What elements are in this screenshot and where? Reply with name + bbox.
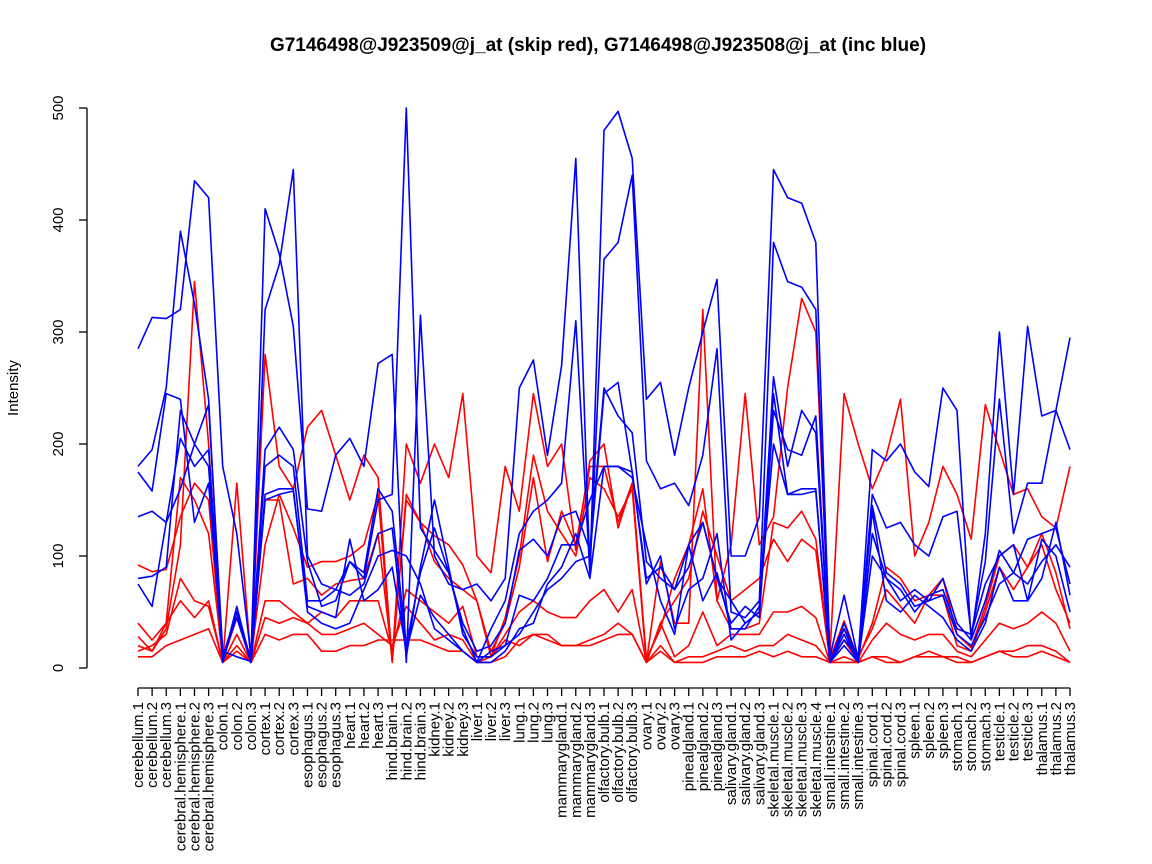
x-tick-label: cortex.1: [257, 702, 274, 755]
x-tick-label: cerebral.hemisphere.1: [172, 702, 189, 851]
x-tick-label: olfactory.bulb.3: [624, 702, 641, 803]
x-tick-label: salivary.gland.2: [737, 702, 754, 805]
x-tick-label: skeletal.muscle.2: [780, 702, 797, 817]
y-tick-label: 0: [50, 664, 67, 672]
x-tick-label: liver.3: [497, 702, 514, 741]
x-tick-label: testicle.1: [991, 702, 1008, 761]
x-tick-label: kidney.2: [441, 702, 458, 757]
x-tick-label: heart.1: [342, 702, 359, 749]
x-tick-label: hind.brain.1: [384, 702, 401, 780]
x-tick-label: colon.1: [215, 702, 232, 750]
series-line-skip-4: [137, 599, 1071, 664]
y-tick-label: 100: [50, 543, 67, 568]
series-line-inc-4: [137, 375, 1071, 664]
x-tick-label: stomach.2: [963, 702, 980, 771]
x-tick-label: testicle.2: [1006, 702, 1023, 761]
x-tick-label: thalamus.2: [1048, 702, 1065, 775]
x-tick-label: pinealgland.3: [709, 702, 726, 791]
series-line-inc-5: [137, 381, 1071, 664]
x-tick-label: ovary.2: [652, 702, 669, 750]
x-tick-label: lung.3: [540, 702, 557, 743]
x-axis: cerebellum.1cerebellum.2cerebellum.3cere…: [130, 687, 1079, 851]
x-tick-label: spleen.3: [935, 702, 952, 759]
x-tick-label: spleen.2: [921, 702, 938, 759]
x-tick-label: heart.2: [356, 702, 373, 749]
series-line-skip-5: [138, 627, 1071, 664]
x-tick-label: cortex.2: [271, 702, 288, 755]
y-tick-label: 200: [50, 431, 67, 456]
x-tick-label: hind.brain.2: [398, 702, 415, 780]
x-tick-label: colon.2: [229, 702, 246, 750]
x-tick-label: thalamus.1: [1034, 702, 1051, 775]
y-tick-label: 300: [50, 319, 67, 344]
x-tick-label: spinal.cord.2: [878, 702, 895, 787]
x-tick-label: hind.brain.3: [412, 702, 429, 780]
x-tick-label: olfactory.bulb.1: [596, 702, 613, 803]
series-line-skip-6: [137, 577, 1071, 664]
x-tick-label: kidney.3: [455, 702, 472, 757]
x-tick-label: spleen.1: [907, 702, 924, 759]
x-tick-label: lung.1: [511, 702, 528, 743]
series-line-inc-1: [137, 110, 1071, 664]
x-tick-label: lung.2: [525, 702, 542, 743]
x-tick-label: skeletal.muscle.3: [794, 702, 811, 817]
x-tick-label: testicle.3: [1020, 702, 1037, 761]
x-tick-label: liver.1: [469, 702, 486, 741]
x-tick-label: cerebral.hemisphere.3: [201, 702, 218, 851]
x-tick-label: skeletal.muscle.4: [808, 702, 825, 817]
x-tick-label: kidney.1: [427, 702, 444, 757]
x-tick-label: small.intestine.1: [822, 702, 839, 810]
x-tick-label: esophagus.3: [328, 702, 345, 788]
x-tick-label: cortex.3: [285, 702, 302, 755]
x-tick-label: mammarygland.1: [554, 702, 571, 818]
chart-title: G7146498@J923509@j_at (skip red), G71464…: [270, 35, 926, 56]
x-tick-label: mammarygland.2: [568, 702, 585, 818]
series-line-inc-6: [137, 437, 1071, 664]
x-tick-label: cerebellum.2: [144, 702, 161, 788]
x-tick-label: colon.3: [243, 702, 260, 750]
series-line-inc-2: [137, 107, 1071, 664]
x-tick-label: ovary.3: [667, 702, 684, 750]
x-tick-label: ovary.1: [638, 702, 655, 750]
x-tick-label: small.intestine.3: [850, 702, 867, 810]
y-axis: 0 100 200 300 400 500: [50, 95, 88, 672]
x-tick-label: liver.2: [483, 702, 500, 741]
x-tick-label: spinal.cord.3: [893, 702, 910, 787]
x-tick-label: olfactory.bulb.2: [610, 702, 627, 803]
x-tick-label: heart.3: [370, 702, 387, 749]
y-tick-label: 500: [50, 95, 67, 120]
x-tick-label: cerebral.hemisphere.2: [186, 702, 203, 851]
x-tick-label: esophagus.1: [299, 702, 316, 788]
x-tick-label: spinal.cord.1: [864, 702, 881, 787]
x-tick-label: salivary.gland.3: [751, 702, 768, 805]
x-tick-label: cerebellum.1: [130, 702, 147, 788]
x-tick-label: stomach.1: [949, 702, 966, 771]
x-tick-label: pinealgland.2: [695, 702, 712, 791]
x-tick-label: cerebellum.3: [158, 702, 175, 788]
x-tick-label: small.intestine.2: [836, 702, 853, 810]
x-tick-label: skeletal.muscle.1: [765, 702, 782, 817]
series-line-skip-2: [137, 454, 1071, 664]
series-group: [137, 107, 1071, 664]
x-tick-label: stomach.3: [977, 702, 994, 771]
x-tick-label: salivary.gland.1: [723, 702, 740, 805]
y-axis-label: Intensity: [5, 360, 22, 416]
x-tick-label: esophagus.2: [314, 702, 331, 788]
x-tick-label: mammarygland.3: [582, 702, 599, 818]
x-tick-label: thalamus.3: [1062, 702, 1079, 775]
x-tick-label: pinealgland.1: [681, 702, 698, 791]
y-tick-label: 400: [50, 207, 67, 232]
